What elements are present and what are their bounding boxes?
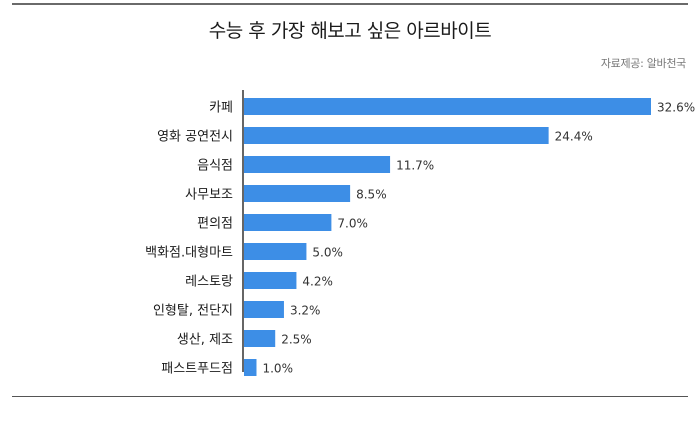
value-label-7: 3.2% — [290, 304, 321, 318]
bar-8 — [244, 330, 276, 347]
chart-title: 수능 후 가장 해보고 싶은 아르바이트 — [208, 20, 492, 42]
value-label-1: 24.4% — [555, 130, 593, 144]
category-label-8: 생산, 제조 — [177, 333, 233, 348]
category-label-6: 레스토랑 — [185, 275, 233, 290]
value-label-2: 11.7% — [396, 159, 434, 173]
category-label-9: 패스트푸드점 — [161, 362, 233, 377]
source-note: 자료제공: 알바천국 — [600, 57, 686, 70]
value-label-6: 4.2% — [302, 275, 333, 289]
bar-5 — [244, 243, 307, 260]
category-label-4: 편의점 — [197, 217, 233, 232]
category-label-2: 음식점 — [197, 159, 233, 174]
value-label-4: 7.0% — [337, 217, 368, 231]
value-label-9: 1.0% — [262, 362, 293, 376]
top-rule — [12, 3, 688, 5]
value-label-3: 8.5% — [356, 188, 387, 202]
bar-9 — [244, 359, 257, 376]
bar-2 — [244, 156, 391, 173]
bar-3 — [244, 185, 351, 202]
category-label-3: 사무보조 — [185, 188, 233, 203]
bar-6 — [244, 272, 297, 289]
bar-0 — [244, 98, 651, 115]
bar-7 — [244, 301, 284, 318]
category-label-7: 인형탈, 전단지 — [153, 304, 233, 319]
bottom-rule — [12, 396, 688, 397]
category-label-0: 카페 — [209, 101, 233, 116]
value-label-5: 5.0% — [312, 246, 343, 260]
value-label-8: 2.5% — [281, 333, 312, 347]
category-label-1: 영화 공연전시 — [157, 130, 233, 145]
bar-1 — [244, 127, 549, 144]
bar-4 — [244, 214, 332, 231]
value-label-0: 32.6% — [657, 101, 695, 115]
category-label-5: 백화점.대형마트 — [145, 246, 233, 261]
